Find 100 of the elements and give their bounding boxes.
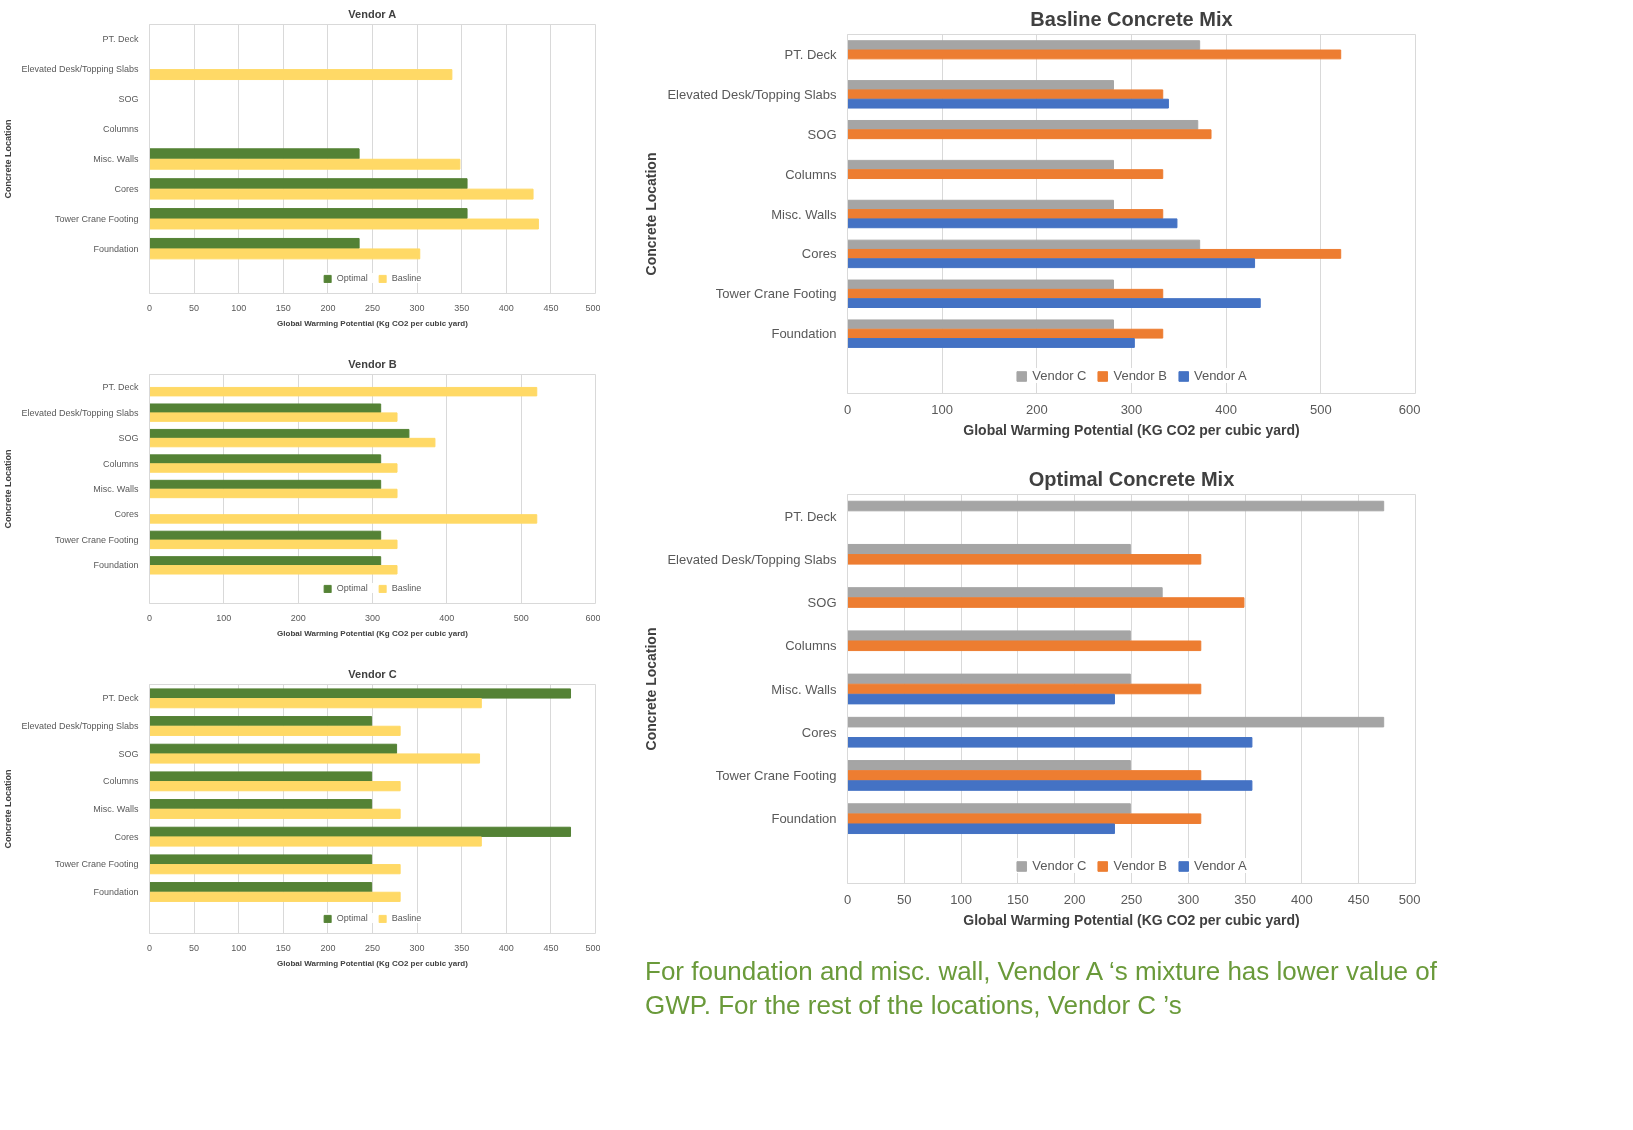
chart-title: Vendor C <box>348 667 397 680</box>
bar <box>149 781 401 792</box>
bar <box>149 688 572 699</box>
x-tick-label: 600 <box>1398 401 1421 417</box>
y-tick-label: PT. Deck <box>102 382 139 393</box>
y-tick-label: Cores <box>801 724 837 740</box>
bar <box>847 683 1202 695</box>
x-tick-label: 100 <box>931 401 954 417</box>
y-tick-label: Elevated Desk/Topping Slabs <box>21 721 139 731</box>
x-tick-label: 400 <box>1291 891 1313 907</box>
bar <box>847 693 1115 705</box>
x-axis-title: Global Warming Potential (Kg CO2 per cubic yard) <box>277 628 469 638</box>
y-tick-label: Foundation <box>771 811 837 827</box>
x-tick-label: 150 <box>275 302 291 313</box>
text: For foundation and misc. wall, Vendor A ‘s mixture has lower value of GWP. For the rest of the locations, Vendor C ’s <box>645 955 1438 1022</box>
bar <box>149 716 373 727</box>
y-tick-label: PT. Deck <box>102 693 139 704</box>
bar <box>847 640 1202 652</box>
legend-label: Vendor A <box>1193 858 1247 873</box>
bar <box>149 454 382 464</box>
x-tick-label: 200 <box>1063 891 1086 907</box>
x-tick-label: 50 <box>189 302 200 313</box>
x-tick-label: 150 <box>1007 891 1029 907</box>
bar <box>149 488 398 499</box>
y-tick-label: Tower Crane Footing <box>54 534 139 545</box>
x-axis-title: Global Warming Potential (KG CO2 per cubic yard) <box>963 421 1300 438</box>
legend-label: Optimal <box>336 273 368 283</box>
y-tick-label: Cores <box>114 831 139 842</box>
y-tick-label: Misc. Walls <box>771 206 837 222</box>
y-axis-title: Concrete Location <box>3 769 14 849</box>
x-tick-label: 250 <box>364 302 381 313</box>
y-tick-label: Elevated Desk/Topping Slabs <box>21 407 139 418</box>
bar <box>149 836 482 847</box>
y-tick-label: Cores <box>801 246 837 262</box>
y-tick-label: SOG <box>807 595 837 611</box>
bar <box>847 258 1256 269</box>
bar <box>149 725 401 736</box>
bar <box>149 437 436 448</box>
y-tick-label: Tower Crane Footing <box>715 286 837 302</box>
x-tick-label: 150 <box>275 942 291 953</box>
y-tick-label: Columns <box>785 638 837 654</box>
bar <box>149 158 461 170</box>
y-tick-label: PT. Deck <box>784 46 837 62</box>
bar <box>149 178 468 190</box>
bar <box>847 554 1202 565</box>
legend-label: Vendor C <box>1032 368 1087 383</box>
bar <box>149 412 398 422</box>
x-tick-label: 100 <box>231 302 247 313</box>
bar <box>149 188 534 200</box>
x-tick-label: 450 <box>543 302 559 313</box>
x-tick-label: 400 <box>1215 401 1238 417</box>
chart-title: Basline Concrete Mix <box>1030 7 1233 30</box>
y-tick-label: SOG <box>118 94 139 105</box>
y-tick-label: Columns <box>102 776 139 787</box>
bar <box>847 209 1164 219</box>
x-tick-label: 100 <box>950 891 972 907</box>
x-tick-label: 0 <box>147 612 153 623</box>
y-tick-label: Foundation <box>771 326 837 342</box>
bar <box>149 854 373 865</box>
x-tick-label: 200 <box>320 302 336 313</box>
x-tick-label: 350 <box>454 942 470 953</box>
x-tick-label: 400 <box>498 942 514 953</box>
x-tick-label: 350 <box>1234 891 1256 907</box>
bar <box>847 597 1245 608</box>
bar <box>847 199 1115 210</box>
x-tick-label: 300 <box>1120 401 1143 417</box>
y-axis-title: Concrete Location <box>643 152 660 276</box>
x-tick-label: 350 <box>454 302 470 313</box>
bar <box>847 760 1131 771</box>
x-tick-label: 250 <box>364 942 381 953</box>
bar <box>847 40 1201 51</box>
bar <box>149 463 398 473</box>
x-tick-label: 450 <box>1347 891 1370 907</box>
y-axis-title: Concrete Location <box>3 449 14 529</box>
legend-label: Vendor B <box>1113 368 1167 383</box>
chart-title: Optimal Concrete Mix <box>1028 467 1235 490</box>
y-tick-label: Foundation <box>93 887 139 897</box>
bar <box>847 823 1115 835</box>
y-tick-label: Tower Crane Footing <box>54 213 139 224</box>
legend-label: Vendor A <box>1193 368 1247 383</box>
bar <box>149 218 539 230</box>
x-tick-label: 500 <box>1309 401 1332 417</box>
x-tick-label: 500 <box>585 302 601 313</box>
x-tick-label: 300 <box>409 302 425 313</box>
bar <box>847 159 1115 170</box>
bar <box>847 716 1385 728</box>
bar <box>847 813 1202 824</box>
bar <box>149 565 398 575</box>
legend-label: Basline <box>391 583 422 593</box>
x-tick-label: 100 <box>216 612 232 623</box>
legend-label: Optimal <box>336 583 368 593</box>
bar <box>149 826 572 837</box>
bar <box>149 799 373 810</box>
bar <box>847 803 1131 814</box>
x-tick-label: 0 <box>843 401 852 417</box>
x-tick-label: 500 <box>513 612 529 623</box>
y-axis-title: Concrete Location <box>643 627 660 751</box>
bar <box>847 780 1253 791</box>
x-tick-label: 50 <box>897 891 912 907</box>
bar <box>149 428 410 439</box>
